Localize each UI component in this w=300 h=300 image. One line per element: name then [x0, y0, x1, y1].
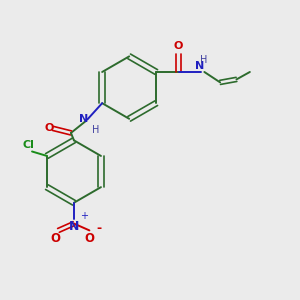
Text: -: - — [96, 222, 101, 236]
Text: O: O — [84, 232, 94, 245]
Text: O: O — [45, 123, 54, 133]
Text: O: O — [174, 41, 183, 51]
Text: N: N — [195, 61, 204, 71]
Text: +: + — [80, 211, 88, 220]
Text: H: H — [200, 56, 208, 65]
Text: N: N — [79, 114, 88, 124]
Text: Cl: Cl — [22, 140, 34, 150]
Text: H: H — [92, 125, 99, 135]
Text: O: O — [50, 232, 61, 245]
Text: N: N — [69, 220, 79, 233]
